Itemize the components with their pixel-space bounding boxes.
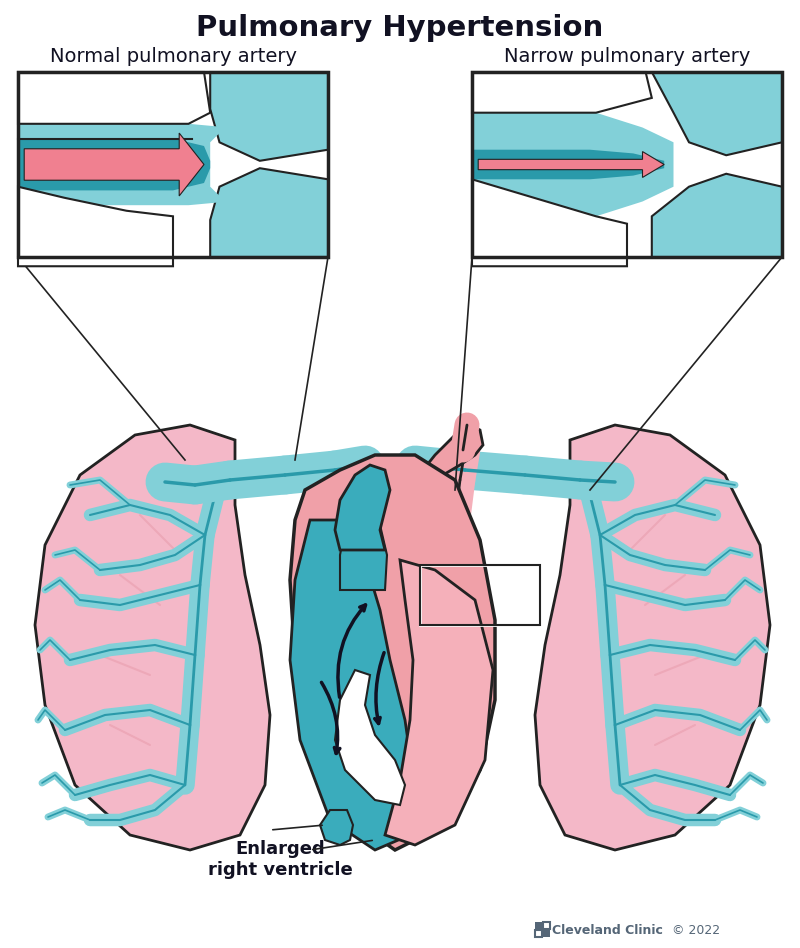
Polygon shape (472, 150, 664, 179)
Polygon shape (472, 72, 782, 257)
Polygon shape (18, 72, 210, 124)
Polygon shape (290, 455, 495, 850)
Polygon shape (472, 113, 674, 216)
Text: Enlarged
right ventricle: Enlarged right ventricle (208, 840, 352, 879)
Bar (543, 922, 550, 929)
Polygon shape (335, 465, 390, 550)
Polygon shape (472, 179, 627, 266)
Polygon shape (24, 133, 204, 196)
Text: © 2022: © 2022 (672, 923, 720, 937)
Polygon shape (290, 520, 415, 850)
Bar (535, 922, 542, 929)
Text: Pulmonary Hypertension: Pulmonary Hypertension (196, 14, 604, 42)
Polygon shape (320, 810, 353, 845)
Polygon shape (472, 72, 652, 113)
Polygon shape (335, 670, 405, 805)
Text: Cleveland Clinic: Cleveland Clinic (552, 923, 663, 937)
Polygon shape (340, 525, 387, 590)
Text: Narrow pulmonary artery: Narrow pulmonary artery (504, 47, 750, 66)
Polygon shape (18, 72, 328, 257)
Polygon shape (18, 187, 173, 266)
Bar (543, 930, 550, 937)
Polygon shape (415, 425, 483, 482)
Polygon shape (340, 465, 415, 550)
Polygon shape (210, 72, 328, 161)
Polygon shape (478, 152, 664, 177)
Polygon shape (652, 72, 782, 155)
Polygon shape (652, 173, 782, 257)
Polygon shape (18, 100, 266, 229)
Polygon shape (385, 560, 493, 845)
Text: Normal pulmonary artery: Normal pulmonary artery (50, 47, 297, 66)
Bar (420, 565, 540, 625)
Bar (420, 565, 540, 625)
Polygon shape (35, 425, 270, 850)
Polygon shape (535, 425, 770, 850)
Bar (535, 930, 542, 937)
Polygon shape (18, 138, 210, 191)
Polygon shape (210, 168, 328, 257)
